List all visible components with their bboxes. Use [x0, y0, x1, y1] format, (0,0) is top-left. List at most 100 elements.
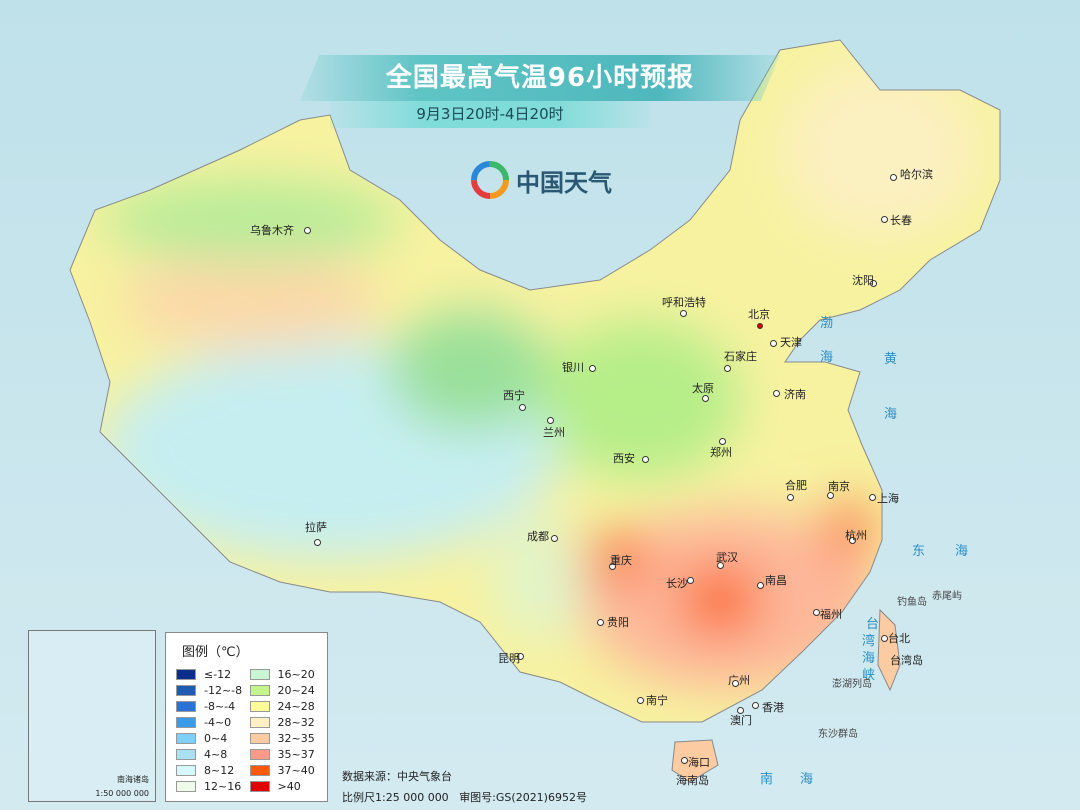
city-label: 太原	[692, 382, 714, 395]
city-marker	[787, 494, 794, 501]
city-label: 南宁	[646, 694, 668, 707]
city-label: 兰州	[543, 426, 565, 439]
city-marker	[870, 280, 877, 287]
city-marker	[757, 582, 764, 589]
city-marker	[687, 577, 694, 584]
legend-label: 35~37	[277, 747, 315, 761]
city-label: 贵阳	[607, 616, 629, 629]
city-marker	[589, 365, 596, 372]
city-marker	[717, 562, 724, 569]
legend-label: 37~40	[277, 763, 315, 777]
city-label: 西宁	[503, 389, 525, 402]
city-marker	[642, 456, 649, 463]
legend-label: -8~-4	[204, 699, 236, 713]
inset-scale: 1:50 000 000	[95, 789, 149, 798]
city-marker	[881, 635, 888, 642]
sea-label: 湾	[862, 634, 876, 649]
city-label: 西安	[613, 452, 635, 465]
legend-label: 28~32	[277, 715, 315, 729]
data-source: 数据来源：中央气象台	[342, 770, 452, 783]
city-marker	[637, 697, 644, 704]
city-marker	[773, 390, 780, 397]
city-marker	[597, 619, 604, 626]
sea-label: 东	[912, 544, 926, 559]
legend: 图例（℃） ≤-12 -12~-8 -8~-4 -4~0 0~4 4~8 8~12 12~16…	[165, 632, 328, 802]
logo-text: 中国天气	[516, 168, 612, 197]
legend-swatch	[249, 764, 270, 776]
city-label: 成都	[527, 530, 549, 543]
city-label: 澳门	[730, 714, 752, 727]
sea-label: 海	[862, 651, 876, 666]
island-label: 赤尾屿	[932, 591, 962, 602]
city-marker	[732, 680, 739, 687]
legend-item: 4~8	[176, 746, 244, 762]
taiwan-island	[877, 608, 901, 692]
city-label: 重庆	[610, 554, 632, 567]
city-label: 海口	[688, 756, 710, 769]
city-label: 杭州	[845, 529, 867, 542]
city-marker	[849, 537, 856, 544]
legend-swatch	[249, 716, 270, 728]
city-label: 郑州	[710, 446, 732, 459]
map-scale: 比例尺1:25 000 000	[342, 791, 449, 804]
legend-item: -4~0	[176, 714, 244, 730]
legend-item: 35~37	[249, 746, 318, 762]
city-marker	[517, 653, 524, 660]
legend-item: ≤-12	[176, 666, 244, 682]
city-label: 台北	[888, 632, 910, 645]
sea-label: 峡	[862, 668, 876, 683]
city-marker	[869, 494, 876, 501]
city-label: 合肥	[785, 479, 807, 492]
city-marker	[551, 535, 558, 542]
sea-label: 台	[866, 617, 880, 632]
region-label: 台湾岛	[890, 654, 923, 667]
city-marker	[680, 310, 687, 317]
city-label: 南昌	[765, 574, 787, 587]
city-marker	[681, 757, 688, 764]
city-label: 香港	[762, 701, 784, 714]
city-label: 银川	[562, 361, 584, 374]
city-label: 长沙	[666, 577, 688, 590]
legend-swatch	[176, 748, 196, 760]
legend-label: 20~24	[277, 683, 315, 697]
sea-label: 黄	[884, 352, 898, 367]
city-label: 广州	[728, 674, 750, 687]
island-label: 钓鱼岛	[897, 597, 927, 608]
legend-swatch	[176, 668, 196, 680]
legend-swatch	[249, 684, 270, 696]
city-marker	[770, 340, 777, 347]
city-marker	[547, 417, 554, 424]
legend-swatch	[176, 764, 196, 776]
map-scale-approval: 比例尺1:25 000 000 审图号:GS(2021)6952号	[342, 789, 587, 805]
region-label: 海南岛	[676, 774, 709, 787]
city-label: 乌鲁木齐	[250, 224, 294, 237]
legend-swatch	[176, 684, 196, 696]
legend-swatch	[249, 700, 270, 712]
city-marker	[702, 395, 709, 402]
legend-swatch	[249, 732, 270, 744]
legend-item: 0~4	[176, 730, 244, 746]
city-marker	[304, 227, 311, 234]
city-label: 上海	[877, 492, 899, 505]
city-marker	[890, 174, 897, 181]
legend-label: 24~28	[277, 699, 315, 713]
legend-swatch	[176, 700, 196, 712]
island-label: 东沙群岛	[818, 729, 858, 740]
legend-label: 12~16	[204, 779, 242, 793]
city-label: 沈阳	[852, 274, 874, 287]
city-marker	[314, 539, 321, 546]
inset-title: 南海诸岛	[117, 775, 149, 784]
legend-item: 12~16	[176, 778, 244, 794]
city-marker	[609, 563, 616, 570]
city-label: 武汉	[716, 551, 738, 564]
city-marker	[813, 609, 820, 616]
legend-label: 4~8	[204, 747, 228, 761]
city-label: 呼和浩特	[662, 296, 706, 309]
legend-label: 0~4	[204, 731, 228, 745]
legend-swatch	[176, 732, 196, 744]
south-china-sea-inset: 南海诸岛 1:50 000 000	[28, 630, 156, 802]
legend-item: 32~35	[249, 730, 318, 746]
legend-item: 28~32	[249, 714, 318, 730]
city-marker	[519, 404, 526, 411]
hainan-island	[671, 739, 719, 783]
